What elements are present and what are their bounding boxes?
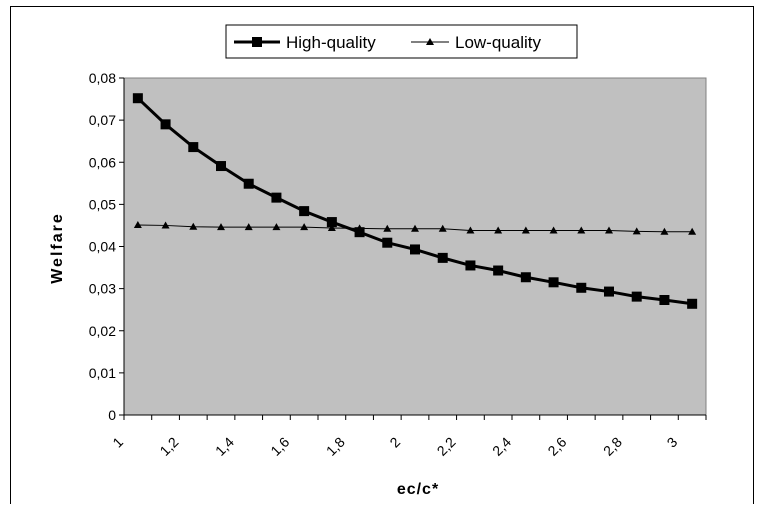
y-tick-label: 0,01: [89, 365, 116, 381]
data-point: [383, 224, 392, 232]
data-point: [411, 224, 419, 232]
data-point: [299, 206, 310, 217]
x-axis-title: ec/c*: [397, 481, 439, 498]
data-point: [520, 272, 531, 283]
y-tick-label: 0,06: [89, 154, 116, 170]
data-point: [437, 252, 448, 263]
x-tick-label: 2: [386, 434, 403, 451]
data-point: [577, 226, 586, 234]
x-tick-label: 1,2: [156, 434, 181, 459]
x-tick-label: 1,6: [267, 434, 292, 459]
data-point: [465, 260, 476, 271]
data-point: [188, 142, 199, 153]
legend-item: Low-quality: [411, 33, 541, 52]
data-point: [217, 223, 225, 231]
data-point: [355, 224, 364, 232]
data-point: [327, 223, 336, 231]
data-point: [382, 237, 393, 248]
legend-item: High-quality: [234, 33, 376, 52]
data-point: [216, 161, 226, 172]
data-point: [493, 265, 504, 276]
data-point: [660, 227, 669, 235]
data-point: [189, 222, 198, 230]
x-tick-label: 2,2: [434, 434, 459, 459]
data-point: [659, 294, 670, 305]
data-point: [605, 226, 613, 234]
data-point: [354, 227, 365, 238]
legend-label: Low-quality: [455, 33, 541, 52]
x-tick-label: 1,4: [212, 434, 237, 459]
x-tick-label: 2,8: [600, 434, 625, 459]
data-point: [576, 282, 587, 293]
data-point: [300, 223, 309, 231]
data-point: [271, 192, 282, 203]
data-point: [243, 178, 254, 189]
data-point: [631, 291, 642, 302]
data-point: [133, 221, 142, 229]
data-point: [161, 221, 170, 229]
data-point: [466, 226, 475, 234]
x-tick-label: 1: [109, 434, 126, 451]
x-tick-label: 2,4: [489, 434, 514, 459]
x-tick-label: 1,8: [323, 434, 348, 459]
series-square: [132, 93, 698, 309]
data-point: [632, 227, 641, 235]
data-point: [326, 217, 337, 228]
y-tick-label: 0,02: [89, 323, 116, 339]
data-point: [604, 286, 614, 297]
data-point: [494, 226, 503, 234]
legend: High-quality Low-quality: [225, 24, 578, 59]
data-point: [160, 119, 171, 130]
data-point: [438, 224, 447, 232]
y-tick-label: 0: [108, 407, 116, 423]
data-point: [521, 226, 530, 234]
data-point: [272, 223, 281, 231]
y-tick-label: 0,07: [89, 112, 116, 128]
x-axis: 1 1,2 1,4 1,6 1,8 2 2,2 2,4 2,6 2,8 3: [109, 414, 707, 459]
x-tick-label: 3: [664, 434, 681, 451]
legend-label: High-quality: [286, 33, 376, 52]
data-point: [548, 277, 559, 288]
y-tick-label: 0,03: [89, 281, 116, 297]
data-point: [688, 227, 697, 235]
legend-marker: [426, 38, 434, 45]
legend-box: [225, 24, 578, 59]
x-tick-label: 2,6: [544, 434, 569, 459]
chart-frame: [10, 6, 754, 504]
series-triangle: [133, 221, 697, 235]
y-axis: 0 0,01 0,02 0,03 0,04 0,05 0,06 0,07 0,08: [89, 70, 125, 423]
y-axis-title: Welfare: [49, 212, 66, 284]
legend-marker: [252, 37, 262, 47]
data-point: [132, 93, 143, 104]
data-point: [244, 223, 253, 231]
y-tick-label: 0,08: [89, 70, 116, 86]
series-layer: [132, 93, 698, 309]
data-point: [549, 226, 558, 234]
data-point: [410, 244, 420, 255]
y-tick-label: 0,04: [89, 239, 116, 255]
y-tick-label: 0,05: [89, 196, 116, 212]
data-point: [687, 298, 698, 309]
